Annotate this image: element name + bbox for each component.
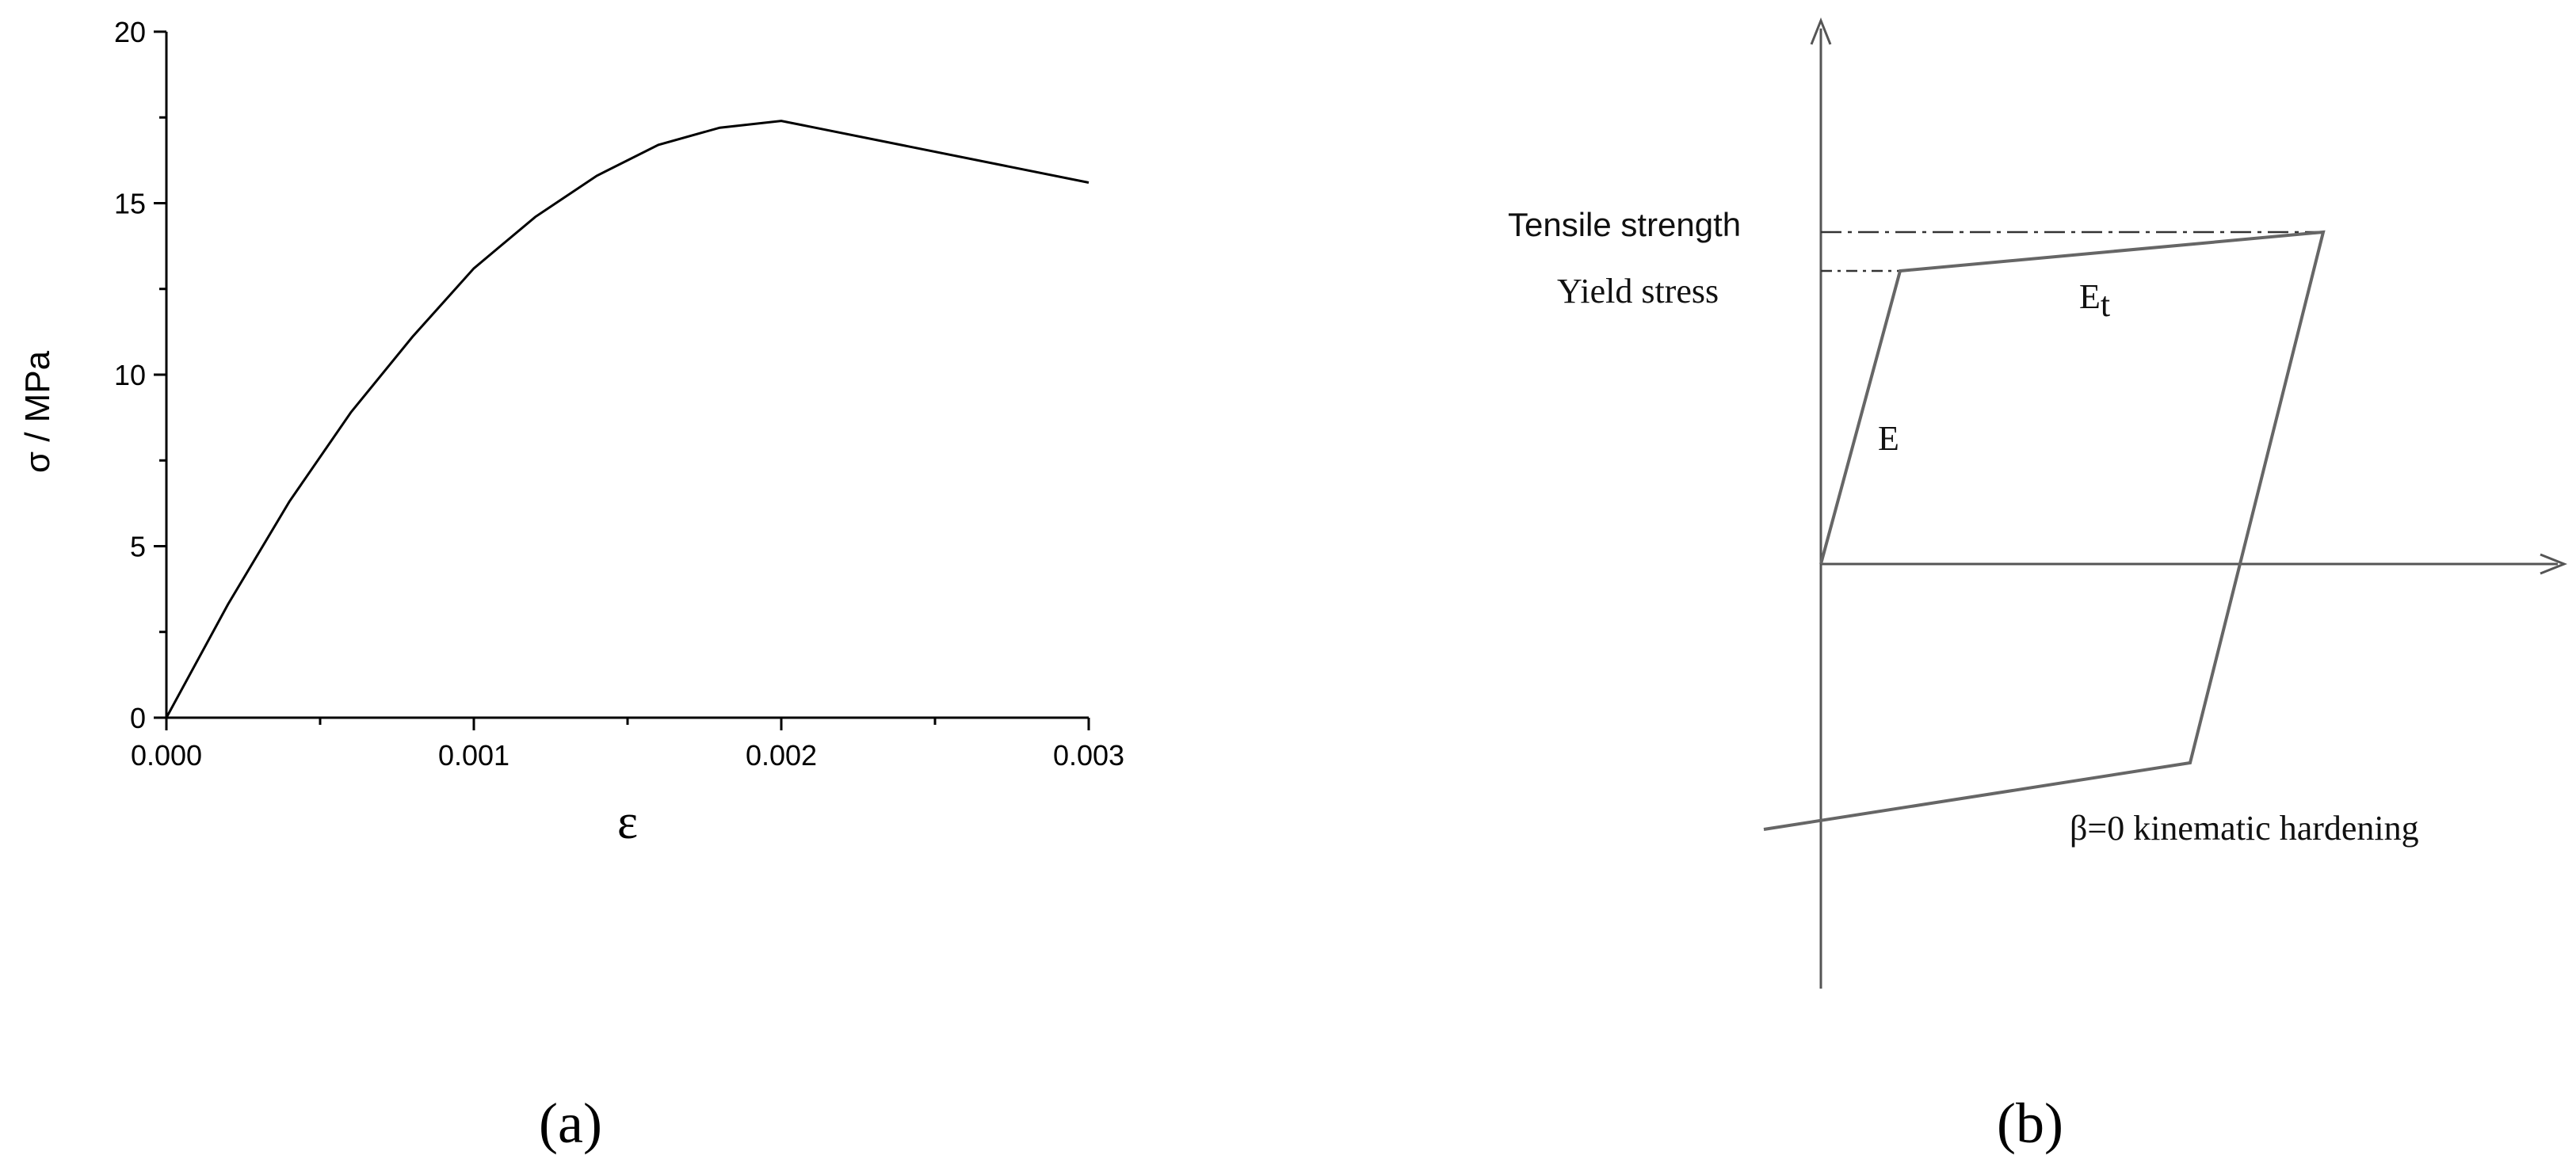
x-tick-label: 0.000 [131,739,202,772]
stress-strain-chart: 0 5 10 15 20 0.000 0.001 0.002 0.003 σ / MPa ε (… [18,16,1124,1155]
x-tick-label: 0.003 [1053,739,1124,772]
y-tick-label: 10 [114,359,146,391]
yield-stress-label: Yield stress [1557,272,1719,311]
tangent-modulus-subscript: t [2101,285,2110,324]
y-tick-label: 0 [130,702,146,734]
x-axis-title: ε [617,795,638,849]
y-axis-title: σ / MPa [18,350,57,473]
caption-b: (b) [1997,1092,2063,1155]
kinematic-hardening-diagram: Tensile strength Yield stress E Et β=0 k… [1508,17,2568,1155]
stress-strain-curve [165,120,1090,718]
kinematic-hardening-label: β=0 kinematic hardening [2070,809,2419,848]
chart-tick-labels: 0 5 10 15 20 0.000 0.001 0.002 0.003 [114,16,1124,772]
hysteresis-loop [1763,230,2326,831]
modulus-e-label: E [1878,419,1899,458]
y-tick-label: 20 [114,16,146,48]
tangent-modulus-main: E [2079,277,2101,316]
x-tick-label: 0.002 [746,739,817,772]
x-tick-label: 0.001 [438,739,509,772]
chart-axes [165,32,1089,719]
chart-ticks [154,30,1090,730]
tangent-modulus-label: Et [2079,277,2110,324]
y-tick-label: 15 [114,188,146,220]
tensile-strength-label: Tensile strength [1508,206,1741,243]
diagram-vertical-arrowhead [1810,17,1832,45]
y-tick-label: 5 [130,531,146,563]
diagram-horizontal-arrowhead [2540,553,2568,575]
caption-a: (a) [539,1092,602,1155]
